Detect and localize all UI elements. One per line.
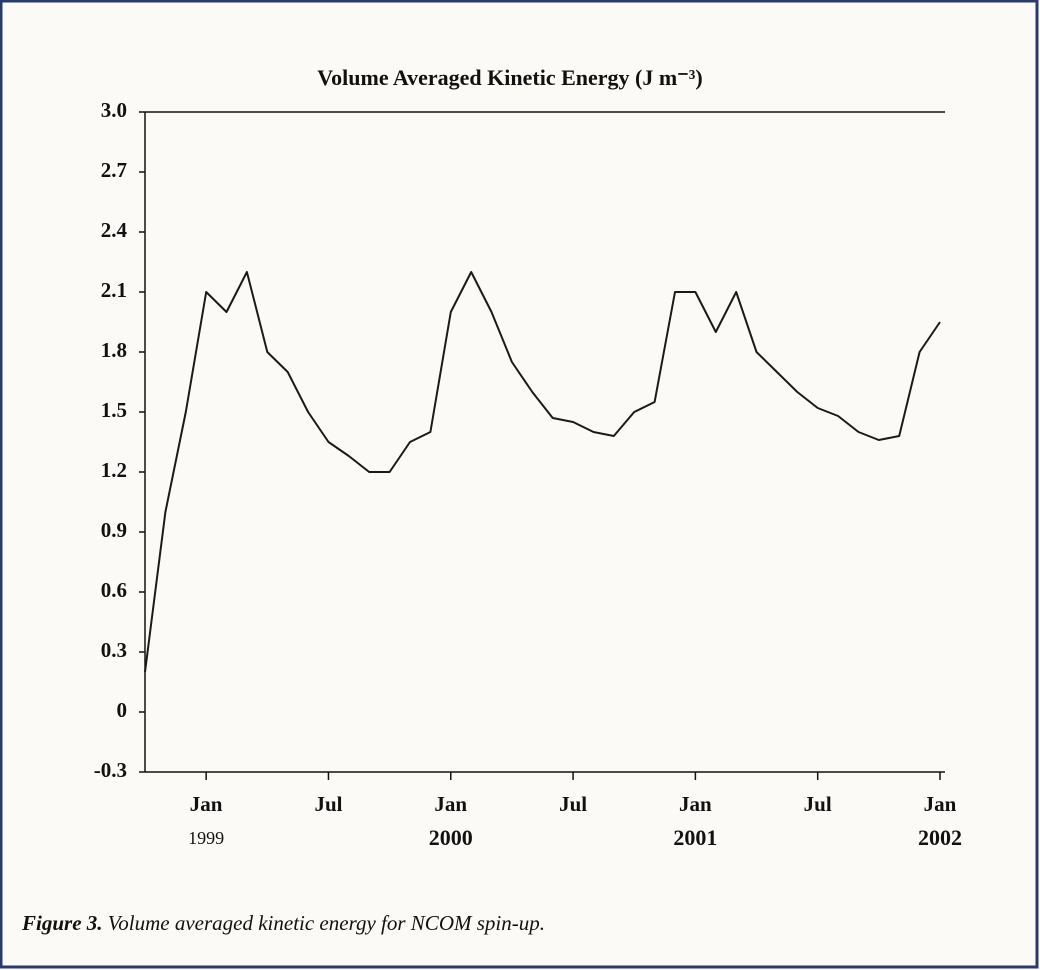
x-year-label: 1999	[188, 828, 224, 848]
y-tick-label: 1.2	[101, 458, 127, 482]
y-tick-label: 2.4	[101, 218, 128, 242]
caption: Figure 3. Volume averaged kinetic energy…	[21, 911, 545, 935]
x-tick-label: Jan	[924, 792, 957, 816]
x-year-label: 2002	[918, 825, 962, 850]
y-tick-label: 0	[117, 698, 128, 722]
y-tick-label: -0.3	[94, 758, 127, 782]
x-tick-label: Jan	[434, 792, 467, 816]
chart-title: Volume Averaged Kinetic Energy (J m⁻³)	[317, 65, 702, 90]
y-tick-label: 0.6	[101, 578, 127, 602]
x-tick-label: Jul	[314, 792, 342, 816]
x-tick-label: Jan	[190, 792, 223, 816]
x-year-label: 2001	[673, 825, 717, 850]
y-tick-label: 0.3	[101, 638, 127, 662]
x-tick-label: Jan	[679, 792, 712, 816]
y-tick-label: 1.5	[101, 398, 127, 422]
y-tick-label: 2.7	[101, 158, 127, 182]
x-year-label: 2000	[429, 825, 473, 850]
y-tick-label: 2.1	[101, 278, 127, 302]
x-tick-label: Jul	[559, 792, 587, 816]
x-tick-label: Jul	[804, 792, 832, 816]
caption-text: Volume averaged kinetic energy for NCOM …	[108, 911, 545, 935]
y-tick-label: 1.8	[101, 338, 127, 362]
y-tick-label: 0.9	[101, 518, 127, 542]
caption-label: Figure 3.	[21, 911, 103, 935]
y-tick-label: 3.0	[101, 98, 127, 122]
data-line	[144, 271, 941, 673]
